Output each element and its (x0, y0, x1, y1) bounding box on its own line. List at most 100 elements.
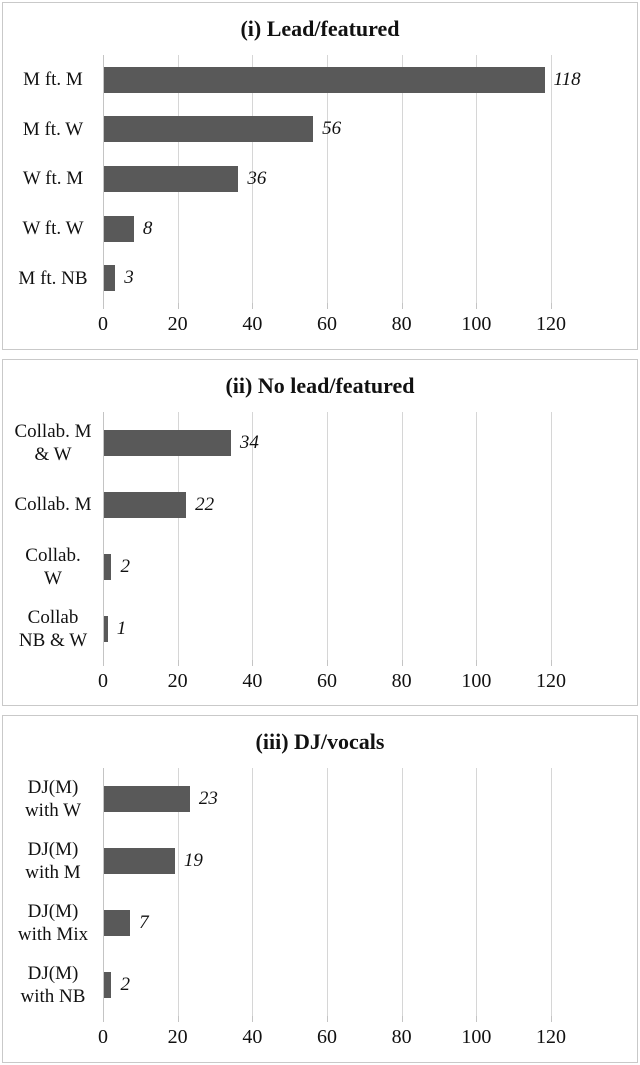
category-label-line: M ft. NB (18, 267, 88, 289)
x-tick-label: 40 (242, 669, 263, 692)
category-labels: DJ(M) with W DJ(M) with M DJ(M) with Mix DJ(M)… (3, 768, 103, 1016)
x-tick-mark (252, 303, 254, 309)
gridline (252, 55, 254, 303)
x-tick-label: 60 (317, 313, 337, 335)
gridline (177, 411, 179, 660)
bar-value-label: 3 (124, 267, 134, 289)
x-tick-mark (177, 659, 179, 666)
x-tick-label: 0 (98, 669, 108, 692)
x-tick-label: 20 (167, 313, 188, 335)
bar (104, 910, 131, 937)
gridline (551, 768, 552, 1017)
bar (104, 265, 116, 292)
x-tick-mark (327, 303, 328, 309)
category-label-line: with M (25, 862, 81, 884)
category-label-line: Collab. M (14, 420, 92, 442)
bar-value-label: 56 (322, 118, 342, 140)
category-label-line: DJ(M) (27, 777, 79, 799)
x-tick-label: 100 (461, 1026, 492, 1049)
category-label-line: W ft. M (22, 168, 84, 190)
bar (104, 848, 175, 875)
x-tick-label: 100 (461, 669, 492, 692)
gridline (103, 768, 104, 1017)
category-label: W ft. W (3, 204, 103, 254)
category-label-line: Collab. (25, 544, 81, 566)
x-tick-label: 120 (536, 1026, 566, 1049)
bar-value-label: 2 (120, 555, 130, 577)
category-label-line: with W (24, 800, 82, 822)
category-label: W ft. M (3, 154, 103, 204)
category-labels: M ft. M M ft. W W ft. M W ft. W M ft. NB (3, 55, 103, 303)
category-label-line: DJ(M) (27, 963, 79, 985)
x-tick-mark (177, 303, 179, 309)
category-label: M ft. M (3, 55, 103, 105)
category-label-line: DJ(M) (27, 901, 79, 923)
gridline (103, 411, 104, 660)
x-tick-label: 20 (167, 1026, 188, 1049)
bar (104, 166, 239, 192)
chart-panel-1: (i) Lead/featured M ft. M M ft. W W ft. M W… (2, 2, 638, 350)
gridline (252, 411, 254, 660)
category-label: Collab. M & W (3, 412, 103, 474)
category-label: M ft. W (3, 105, 103, 155)
x-tick-mark (401, 1016, 403, 1023)
x-tick-label: 120 (536, 313, 566, 335)
chart-panel-3: (iii) DJ/vocals DJ(M) with W DJ(M) with M DJ… (2, 715, 638, 1064)
gridline (401, 768, 403, 1017)
chart-body: Collab. M & W Collab. M Collab. W Collab NB & … (3, 411, 637, 660)
category-label-line: NB & W (18, 629, 88, 651)
gridline (327, 768, 328, 1017)
bar-value-label: 1 (116, 617, 127, 639)
x-tick-mark (476, 659, 478, 666)
bar-value-label: 36 (247, 168, 267, 189)
category-label-line: W (44, 567, 62, 589)
category-label: Collab. M (3, 474, 103, 536)
x-tick-label: 80 (391, 1026, 412, 1049)
gridline (476, 55, 478, 303)
x-axis: 0 20 40 60 80 100 120 (98, 303, 566, 349)
category-label-line: with Mix (17, 924, 89, 946)
chart-body: DJ(M) with W DJ(M) with M DJ(M) with Mix DJ(M)… (3, 768, 637, 1017)
gridline (476, 768, 478, 1017)
category-label-line: M ft. W (22, 118, 84, 140)
x-tick-mark (401, 659, 403, 666)
x-tick-mark (103, 303, 104, 309)
chart-panel-2: (ii) No lead/featured Collab. M & W Collab… (2, 358, 638, 707)
gridline (327, 55, 328, 303)
x-axis: 0 20 40 60 80 100 120 (98, 659, 566, 706)
gridline (327, 411, 328, 660)
x-tick-label: 60 (317, 1026, 337, 1049)
gridline (551, 55, 552, 303)
gridline (401, 55, 403, 303)
x-tick-mark (476, 1016, 478, 1023)
x-axis: 0 20 40 60 80 100 120 (98, 1016, 566, 1062)
bar (104, 553, 112, 580)
x-tick-mark (551, 303, 552, 309)
gridline (476, 411, 478, 660)
x-tick-label: 80 (391, 669, 412, 692)
bar (104, 215, 134, 242)
chart-body: M ft. M M ft. W W ft. M W ft. W M ft. NB 118… (3, 55, 637, 303)
bar-value-label: 23 (198, 788, 218, 810)
category-label-line: DJ(M) (27, 839, 79, 861)
bar (104, 429, 231, 456)
gridline (551, 411, 552, 660)
plot-area: 23 19 7 2 (103, 768, 552, 1017)
category-label: M ft. NB (3, 253, 103, 303)
x-tick-label: 0 (98, 1026, 108, 1049)
category-label-line: Collab. M (14, 494, 92, 516)
bar (104, 972, 112, 999)
category-label: DJ(M) with W (3, 768, 103, 830)
bar-value-label: 7 (139, 912, 149, 934)
x-tick-mark (327, 1016, 328, 1023)
x-tick-label: 0 (98, 313, 108, 335)
gridline (103, 55, 104, 303)
category-label-line: M ft. M (23, 69, 83, 91)
x-tick-mark (177, 1016, 179, 1023)
chart-title: (i) Lead/featured (240, 16, 400, 41)
plot-area: 34 22 2 1 (103, 411, 552, 660)
category-labels: Collab. M & W Collab. M Collab. W Collab NB & … (3, 412, 103, 660)
gridline (401, 411, 403, 660)
bar (104, 786, 190, 813)
